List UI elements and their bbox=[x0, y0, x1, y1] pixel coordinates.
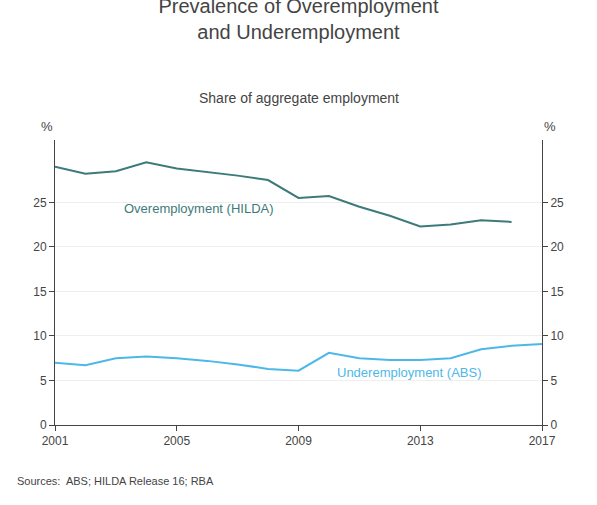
svg-text:Overemployment (HILDA): Overemployment (HILDA) bbox=[124, 201, 274, 216]
svg-text:0: 0 bbox=[550, 418, 557, 432]
svg-text:Sources: ABS; HILDA Release 1: Sources: ABS; HILDA Release 16; RBA bbox=[17, 475, 214, 487]
svg-text:10: 10 bbox=[33, 329, 47, 343]
svg-text:5: 5 bbox=[550, 374, 557, 388]
svg-text:15: 15 bbox=[550, 285, 564, 299]
svg-text:2005: 2005 bbox=[163, 434, 190, 448]
svg-text:25: 25 bbox=[550, 196, 564, 210]
svg-text:20: 20 bbox=[33, 240, 47, 254]
svg-text:15: 15 bbox=[33, 285, 47, 299]
svg-text:25: 25 bbox=[33, 196, 47, 210]
svg-text:2013: 2013 bbox=[407, 434, 434, 448]
svg-text:20: 20 bbox=[550, 240, 564, 254]
svg-text:2001: 2001 bbox=[42, 434, 69, 448]
svg-text:Share of aggregate employment: Share of aggregate employment bbox=[199, 90, 399, 106]
svg-text:2017: 2017 bbox=[529, 434, 556, 448]
svg-text:%: % bbox=[544, 119, 556, 134]
svg-text:Prevalence of Overemploymentan: Prevalence of Overemploymentand Underemp… bbox=[158, 0, 439, 43]
svg-text:Underemployment (ABS): Underemployment (ABS) bbox=[337, 365, 482, 380]
svg-text:10: 10 bbox=[550, 329, 564, 343]
svg-text:2009: 2009 bbox=[285, 434, 312, 448]
svg-text:0: 0 bbox=[40, 418, 47, 432]
svg-text:5: 5 bbox=[40, 374, 47, 388]
svg-text:%: % bbox=[41, 119, 53, 134]
